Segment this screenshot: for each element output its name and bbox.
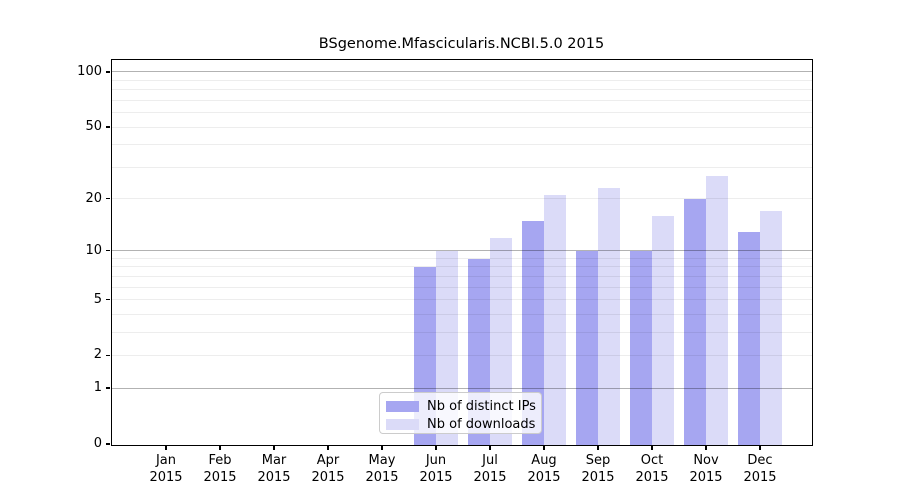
y-axis-tick-label: 5 xyxy=(93,291,102,307)
y-axis-tick-label: 100 xyxy=(77,63,102,79)
gridline-y-90 xyxy=(111,79,812,81)
x-axis-tick-label: Apr 2015 xyxy=(311,453,345,485)
y-axis-tick-label: 0 xyxy=(93,436,102,451)
y-tick-20 xyxy=(106,197,110,200)
legend-item-downloads: Nb of downloads xyxy=(386,416,535,433)
legend-swatch-distinct-ips xyxy=(386,401,419,412)
x-axis-tick-label: Dec 2015 xyxy=(743,453,777,485)
y-tick-100 xyxy=(106,71,110,73)
x-tick-nov xyxy=(705,445,707,450)
x-tick-jun xyxy=(435,445,437,450)
gridline-y-100 xyxy=(111,71,812,73)
y-tick-1 xyxy=(106,387,110,389)
y-axis-tick-label: 1 xyxy=(93,380,102,396)
gridline-y-6 xyxy=(111,286,812,288)
x-tick-may xyxy=(381,445,383,450)
x-axis-tick-label: Jul 2015 xyxy=(473,453,507,485)
bar-nb-of-distinct-ips-sep xyxy=(575,251,598,445)
bar-nb-of-distinct-ips-dec xyxy=(737,231,760,445)
x-tick-sep xyxy=(597,445,599,450)
y-tick-2 xyxy=(106,354,110,357)
gridline-y-50 xyxy=(111,126,812,128)
x-axis-tick-label: Aug 2015 xyxy=(527,453,561,485)
gridline-y-20 xyxy=(111,198,812,199)
y-tick-5 xyxy=(106,298,110,301)
x-axis-tick-label: Feb 2015 xyxy=(203,453,237,485)
x-tick-mar xyxy=(273,445,275,450)
bar-nb-of-downloads-dec xyxy=(759,211,782,445)
y-tick-10 xyxy=(106,249,110,252)
bar-nb-of-downloads-oct xyxy=(651,216,674,445)
x-tick-dec xyxy=(759,445,761,450)
gridline-y-3 xyxy=(111,331,812,333)
plot-area xyxy=(110,58,813,446)
y-axis-tick-label: 2 xyxy=(93,347,102,363)
bar-nb-of-distinct-ips-aug xyxy=(521,220,544,445)
x-tick-jan xyxy=(165,445,167,450)
x-tick-jul xyxy=(489,445,491,450)
gridline-y-40 xyxy=(111,144,812,146)
x-axis-tick-label: Jan 2015 xyxy=(149,453,183,485)
y-axis-tick-label: 20 xyxy=(85,190,102,206)
y-tick-0 xyxy=(106,443,110,445)
gridline-y-4 xyxy=(111,313,812,315)
gridline-y-10 xyxy=(111,250,812,252)
gridline-y-2 xyxy=(111,354,812,356)
gridline-y-7 xyxy=(111,275,812,277)
x-tick-feb xyxy=(219,445,221,450)
legend-swatch-downloads xyxy=(386,419,419,430)
bar-nb-of-downloads-sep xyxy=(597,188,620,445)
gridline-y-9 xyxy=(111,257,812,259)
gridline-y-30 xyxy=(111,166,812,168)
y-axis-tick-label: 10 xyxy=(85,242,102,258)
legend-label-distinct-ips: Nb of distinct IPs xyxy=(427,399,536,414)
x-axis-tick-label: Oct 2015 xyxy=(635,453,669,485)
gridline-y-80 xyxy=(111,89,812,91)
legend-label-downloads: Nb of downloads xyxy=(427,417,536,432)
y-tick-50 xyxy=(106,126,110,128)
legend-item-distinct-ips: Nb of distinct IPs xyxy=(386,398,536,415)
legend: Nb of distinct IPs Nb of downloads xyxy=(379,392,542,434)
x-axis-tick-label: Sep 2015 xyxy=(581,453,615,485)
y-axis-tick-label: 50 xyxy=(85,118,102,134)
gridline-y-70 xyxy=(111,99,812,101)
x-tick-oct xyxy=(651,445,653,450)
bar-nb-of-distinct-ips-oct xyxy=(629,251,652,445)
gridline-y-5 xyxy=(111,299,812,300)
x-axis-tick-label: Mar 2015 xyxy=(257,453,291,485)
x-axis-tick-label: Jun 2015 xyxy=(419,453,453,485)
bar-nb-of-downloads-aug xyxy=(543,195,566,445)
gridline-y-8 xyxy=(111,266,812,268)
gridline-y-60 xyxy=(111,112,812,113)
x-tick-aug xyxy=(543,445,545,450)
bar-nb-of-distinct-ips-nov xyxy=(683,199,706,445)
bar-nb-of-downloads-nov xyxy=(705,175,728,445)
x-tick-apr xyxy=(327,445,329,450)
x-axis-tick-label: May 2015 xyxy=(365,453,399,485)
x-axis-tick-label: Nov 2015 xyxy=(689,453,723,485)
gridline-y-1 xyxy=(111,387,812,389)
chart-title: BSgenome.Mfascicularis.NCBI.5.0 2015 xyxy=(318,36,605,52)
